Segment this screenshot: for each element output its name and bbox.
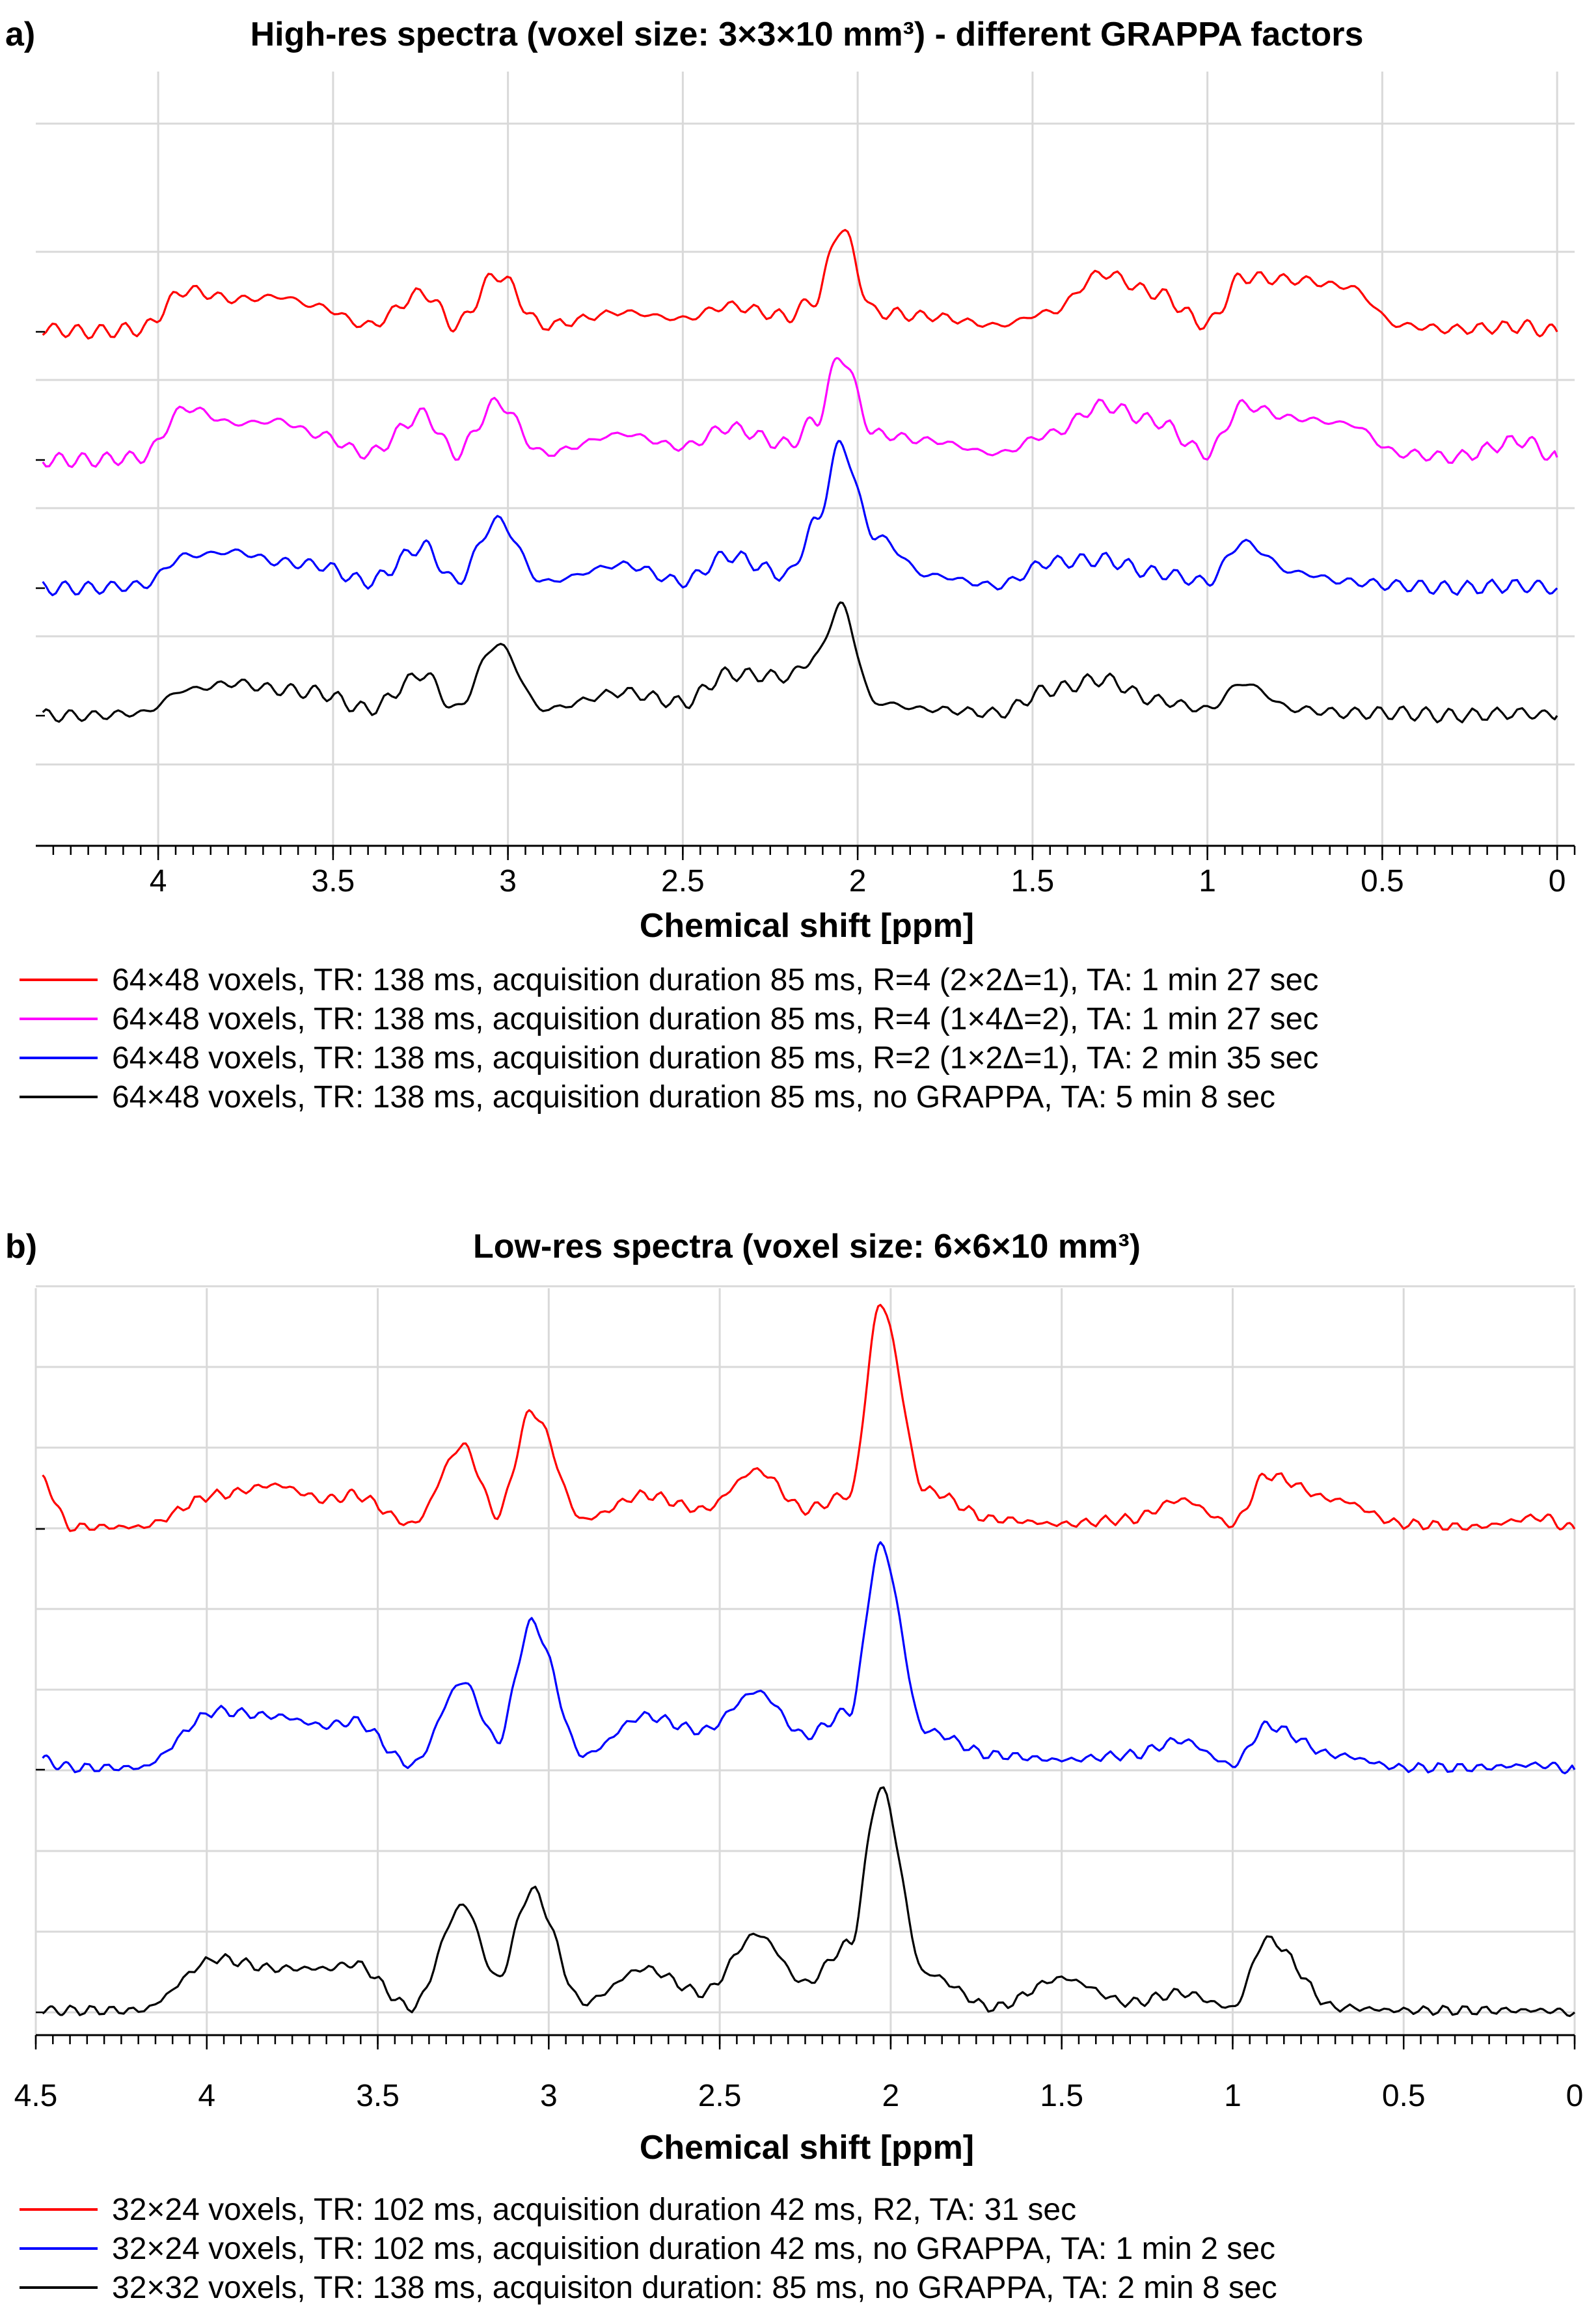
panel-a-plot [42, 228, 1558, 723]
x-tick-label: 4 [198, 2079, 215, 2113]
panel-b-x-axis-label: Chemical shift [ppm] [640, 2129, 974, 2167]
series-line [42, 440, 1558, 597]
x-tick-label: 3.5 [356, 2079, 400, 2113]
panel-b-label: b) [5, 1228, 37, 1265]
panel-b-axis: 4.5 4 3.5 3 2.5 2 1.5 1 0.5 0 [14, 1528, 1584, 2113]
panel-a-label: a) [5, 16, 35, 53]
panel-b-grid [34, 1285, 1576, 2035]
x-tick-label: 0.5 [1361, 864, 1404, 899]
series-line [42, 1786, 1576, 2018]
panel-b-legend: 32×24 voxels, TR: 102 ms, acquisition du… [20, 2193, 1277, 2305]
panel-a-legend: 64×48 voxels, TR: 138 ms, acquisition du… [20, 963, 1318, 1115]
x-tick-label: 2.5 [698, 2079, 742, 2113]
legend-entry: 32×32 voxels, TR: 138 ms, acquisiton dur… [112, 2271, 1277, 2305]
legend-entry: 64×48 voxels, TR: 138 ms, acquisition du… [112, 1080, 1275, 1115]
panel-a-title: High-res spectra (voxel size: 3×3×10 mm³… [251, 16, 1364, 53]
x-tick-label: 1 [1199, 864, 1216, 899]
legend-entry: 64×48 voxels, TR: 138 ms, acquisition du… [112, 1041, 1318, 1075]
x-tick-label: 2.5 [661, 864, 705, 899]
legend-entry: 64×48 voxels, TR: 138 ms, acquisition du… [112, 1002, 1318, 1036]
x-tick-label: 1.5 [1011, 864, 1055, 899]
x-tick-label: 3.5 [312, 864, 355, 899]
x-tick-label: 2 [849, 864, 867, 899]
legend-entry: 32×24 voxels, TR: 102 ms, acquisition du… [112, 2232, 1275, 2266]
legend-entry: 32×24 voxels, TR: 102 ms, acquisition du… [112, 2193, 1076, 2227]
panel-b-title: Low-res spectra (voxel size: 6×6×10 mm³) [473, 1228, 1141, 1265]
series-line [42, 1304, 1576, 1532]
x-tick-label: 0 [1549, 864, 1566, 899]
panel-a-grid [36, 72, 1575, 846]
x-tick-label: 0.5 [1382, 2079, 1426, 2113]
x-tick-label: 1.5 [1040, 2079, 1083, 2113]
panel-b-low-res: b) Low-res spectra (voxel size: 6×6×10 m… [5, 1228, 1583, 2305]
panel-a-high-res: a) High-res spectra (voxel size: 3×3×10 … [5, 16, 1576, 1115]
x-tick-label: 2 [882, 2079, 900, 2113]
x-tick-label: 0 [1566, 2079, 1584, 2113]
panel-a-axis: 4 3.5 3 2.5 2 1.5 1 0.5 0 [36, 331, 1576, 899]
panel-a-x-axis-label: Chemical shift [ppm] [640, 907, 974, 945]
x-tick-label: 3 [499, 864, 517, 899]
series-line [42, 1541, 1576, 1775]
series-line [42, 357, 1558, 468]
series-line [42, 228, 1558, 340]
series-line [42, 601, 1558, 723]
panel-b-plot [42, 1304, 1576, 2018]
x-tick-label: 1 [1224, 2079, 1241, 2113]
x-tick-label: 4.5 [14, 2079, 58, 2113]
x-tick-label: 3 [540, 2079, 558, 2113]
x-tick-label: 4 [150, 864, 167, 899]
legend-entry: 64×48 voxels, TR: 138 ms, acquisition du… [112, 963, 1318, 997]
